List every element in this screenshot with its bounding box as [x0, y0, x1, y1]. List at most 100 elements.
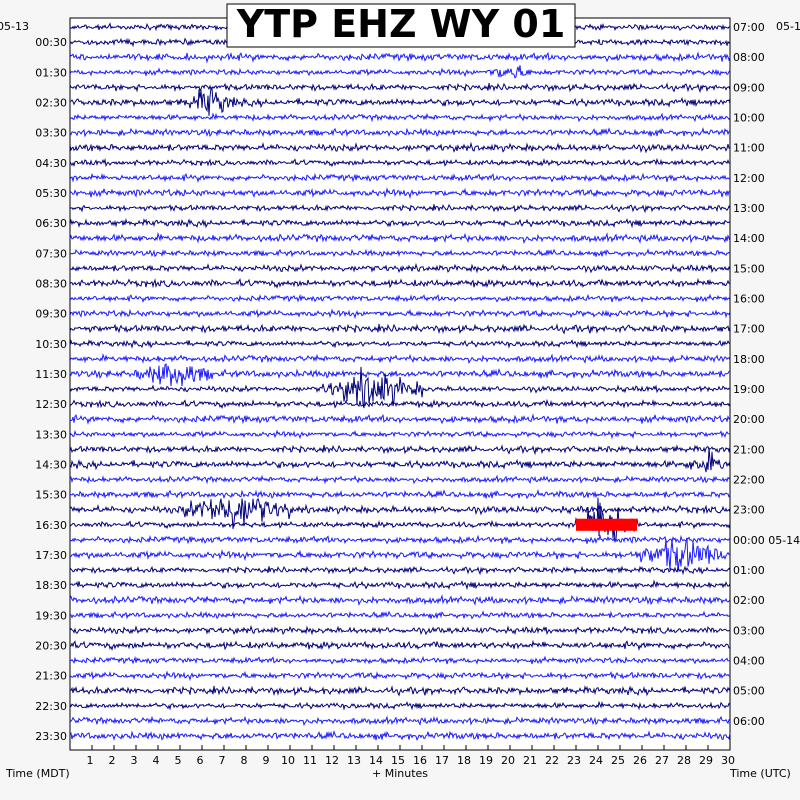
trace-line: [69, 670, 731, 682]
left-tick-label: 20:30: [35, 639, 67, 652]
trace-line: [69, 715, 731, 727]
minutes-axis: 1 2 3 4 5 6 7 8 9 10 11 12 13 14 15 16 17 18 19 20 21 22 23 24 2…: [87, 745, 735, 767]
trace-line: [69, 610, 731, 620]
trace-line: [69, 51, 731, 64]
x-tick-label: 27: [655, 754, 669, 767]
trace-line: [69, 187, 731, 200]
trace-line: [69, 624, 731, 636]
trace-line: [69, 488, 731, 500]
x-tick-label: 2: [109, 754, 116, 767]
trace-line: [69, 157, 731, 168]
x-tick-label: 6: [197, 754, 204, 767]
left-tick-label: 08:30: [35, 277, 67, 290]
x-axis-label: + Minutes: [372, 767, 428, 780]
left-tick-label: 19:30: [35, 609, 67, 622]
left-tick-label: 13:30: [35, 428, 67, 441]
right-tick-label: 03:00: [733, 624, 765, 637]
trace-line: [69, 444, 731, 456]
left-date-label: 05-13: [0, 20, 29, 33]
left-tick-label: 10:30: [35, 338, 67, 351]
x-tick-label: 13: [347, 754, 361, 767]
trace-line: [69, 579, 731, 591]
x-tick-label: 3: [131, 754, 138, 767]
trace-line: [69, 82, 731, 94]
right-tick-label: 16:00: [733, 293, 765, 306]
left-axis-label: Time (MDT): [5, 767, 70, 780]
trace-line: [69, 308, 731, 320]
trace-line: [69, 172, 731, 184]
trace-line: [69, 366, 731, 409]
right-tick-label: 02:00: [733, 594, 765, 607]
x-tick-label: 24: [589, 754, 603, 767]
right-tick-label: 01:00: [733, 564, 765, 577]
chart-title: YTP EHZ WY 01: [236, 2, 566, 46]
left-tick-label: 18:30: [35, 579, 67, 592]
x-tick-label: 28: [677, 754, 691, 767]
left-tick-label: 15:30: [35, 489, 67, 502]
right-tick-label: 14:00: [733, 232, 765, 245]
right-tick-label: 06:00: [733, 715, 765, 728]
left-tick-label: 01:30: [35, 66, 67, 79]
trace-line: [69, 534, 731, 545]
trace-line: [69, 447, 731, 473]
left-tick-label: 12:30: [35, 398, 67, 411]
left-tick-label: 22:30: [35, 700, 67, 713]
x-tick-label: 26: [633, 754, 647, 767]
trace-line: [69, 730, 731, 741]
left-tick-label: 14:30: [35, 458, 67, 471]
x-tick-label: 18: [457, 754, 471, 767]
clipped-signal: [576, 518, 637, 531]
right-tick-label: 18:00: [733, 353, 765, 366]
x-tick-label: 20: [501, 754, 515, 767]
trace-line: [69, 565, 731, 576]
trace-line: [69, 594, 731, 606]
right-tick-label: 15:00: [733, 262, 765, 275]
right-tick-label: 10:00: [733, 112, 765, 125]
trace-line: [69, 700, 731, 711]
right-tick-label: 12:00: [733, 172, 765, 185]
left-tick-label: 23:30: [35, 730, 67, 743]
x-tick-label: 7: [219, 754, 226, 767]
x-tick-label: 14: [369, 754, 383, 767]
title-box: [226, 3, 576, 48]
trace-line: [69, 248, 731, 258]
seismic-traces: [69, 22, 731, 741]
x-tick-label: 21: [523, 754, 537, 767]
right-tick-label: 13:00: [733, 202, 765, 215]
trace-line: [69, 655, 731, 665]
right-tick-label: 17:00: [733, 323, 765, 336]
trace-line: [69, 65, 731, 79]
left-tick-label: 03:30: [35, 127, 67, 140]
x-tick-label: 8: [241, 754, 248, 767]
left-tick-label: 06:30: [35, 217, 67, 230]
right-tick-label: 05:00: [733, 685, 765, 698]
x-tick-label: 15: [391, 754, 405, 767]
left-tick-label: 04:30: [35, 157, 67, 170]
right-tick-label: 09:00: [733, 81, 765, 94]
x-tick-label: 12: [325, 754, 339, 767]
trace-line: [69, 339, 731, 349]
right-tick-label: 22:00: [733, 474, 765, 487]
trace-line: [69, 497, 731, 529]
right-tick-label: 07:00: [733, 21, 765, 34]
trace-line: [69, 217, 731, 229]
trace-line: [69, 353, 731, 365]
trace-line: [69, 363, 731, 387]
x-tick-label: 25: [611, 754, 625, 767]
trace-line: [69, 126, 731, 138]
x-tick-label: 5: [175, 754, 182, 767]
left-time-axis: 00:30 01:30 02:30 03:30 04:30 05:30 06:30 07:30…: [35, 36, 67, 743]
trace-line: [69, 398, 731, 409]
right-time-axis: 07:00 08:00 09:00 10:00 11:00 12:00 13:00 14:00…: [733, 21, 800, 728]
trace-line: [69, 262, 731, 274]
x-tick-label: 17: [435, 754, 449, 767]
trace-line: [69, 537, 731, 572]
x-tick-label: 22: [545, 754, 559, 767]
right-tick-label: 21:00: [733, 443, 765, 456]
right-date-label: 05-1: [776, 20, 800, 33]
right-tick-label: 08:00: [733, 51, 765, 64]
right-tick-label: 23:00: [733, 504, 765, 517]
right-tick-label: 00:00 05-14: [733, 534, 800, 547]
plot-background: [69, 17, 731, 751]
